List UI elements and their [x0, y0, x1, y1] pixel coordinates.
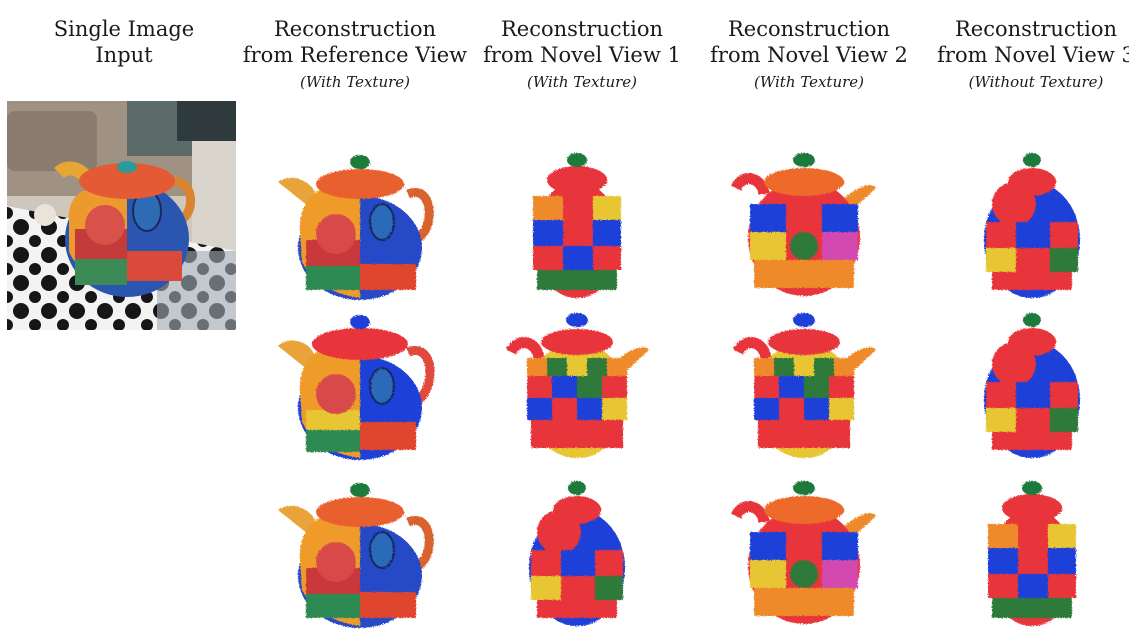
- column-title: Reconstruction from Novel View 3: [937, 17, 1129, 67]
- reconstruction-row1-novel-3: [984, 153, 1080, 298]
- reconstruction-row2-novel-3: [984, 313, 1080, 458]
- column-subtitle: (Without Texture): [968, 73, 1104, 91]
- column-title: Reconstruction from Novel View 1: [483, 17, 681, 67]
- reconstruction-row2-novel-1: [511, 313, 649, 458]
- column-subtitle: (With Texture): [753, 73, 865, 91]
- column-subtitle: (With Texture): [526, 73, 638, 91]
- reconstruction-row1-reference: [278, 155, 429, 300]
- reconstruction-row3-reference: [278, 483, 429, 628]
- column-header-novel-1: Reconstruction from Novel View 1 (With Te…: [467, 16, 697, 92]
- column-header-novel-3: Reconstruction from Novel View 3 (Without…: [921, 16, 1129, 92]
- reconstruction-row2-novel-2: [738, 313, 876, 458]
- column-header-input: Single Image Input: [9, 16, 239, 68]
- reconstruction-row3-novel-3: [988, 481, 1076, 626]
- reconstruction-row3-novel-2: [736, 481, 876, 624]
- column-title: Reconstruction from Reference View: [242, 17, 468, 67]
- column-title: Single Image Input: [53, 17, 195, 67]
- column-header-novel-2: Reconstruction from Novel View 2 (With Te…: [694, 16, 924, 92]
- reconstruction-row1-novel-2: [736, 153, 876, 296]
- reconstruction-row2-reference: [278, 315, 430, 460]
- column-subtitle: (With Texture): [299, 73, 411, 91]
- column-title: Reconstruction from Novel View 2: [710, 17, 908, 67]
- column-header-reference: Reconstruction from Reference View (With …: [240, 16, 470, 92]
- reconstruction-row1-novel-1: [533, 153, 621, 298]
- reconstruction-row3-novel-1: [529, 481, 625, 626]
- input-photo: [7, 101, 236, 330]
